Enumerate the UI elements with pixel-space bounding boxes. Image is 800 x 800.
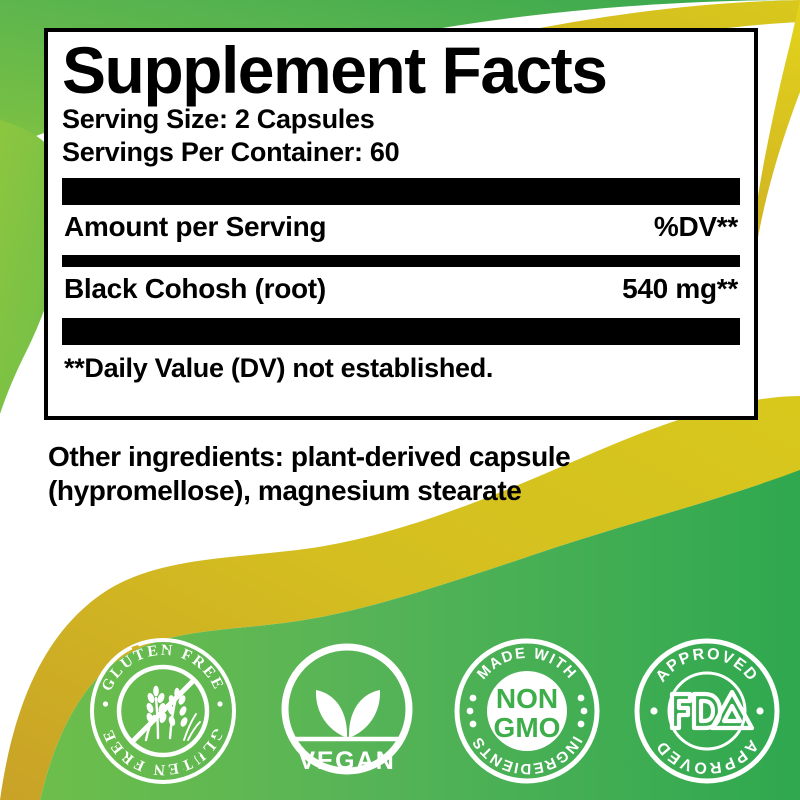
daily-value-footnote: **Daily Value (DV) not established. <box>64 352 494 383</box>
badge-non-gmo: NON GMO MADE WITH INGREDIENTS <box>452 636 602 786</box>
non-gmo-center-line-1: NON <box>496 683 558 714</box>
other-ingredients-text: Other ingredients: plant-derived capsule… <box>48 440 688 508</box>
gluten-free-stamp-icon: GLUTEN FREE GLUTEN FREE <box>90 638 236 784</box>
svg-text:GLUTEN FREE: GLUTEN FREE <box>99 725 227 778</box>
serving-size-text: Serving Size: 2 Capsules <box>62 103 375 134</box>
badge-vegan: VEGAN <box>272 636 422 786</box>
page-title: Supplement Facts <box>62 33 608 107</box>
daily-value-label: %DV** <box>653 210 738 242</box>
other-ingredients-line-1: Other ingredients: plant-derived capsule <box>48 441 571 472</box>
badge-gluten-free: GLUTEN FREE GLUTEN FREE <box>88 636 238 786</box>
non-gmo-center-line-2: GMO <box>494 712 561 743</box>
rule-thick-top <box>62 177 740 205</box>
gluten-free-arc-bottom: GLUTEN FREE <box>99 725 224 778</box>
ingredient-amount: 540 mg** <box>622 272 738 304</box>
badge-fda-approved: APPROVED APPROVED <box>632 636 782 786</box>
certification-badges: GLUTEN FREE GLUTEN FREE <box>0 636 800 796</box>
top-gold-swoosh <box>0 0 800 236</box>
servings-per-container-text: Servings Per Container: 60 <box>62 136 400 167</box>
non-gmo-icon: NON GMO MADE WITH INGREDIENTS <box>454 638 600 784</box>
vegan-leaf-icon: VEGAN <box>281 643 413 775</box>
bottom-gold-wave <box>0 396 800 800</box>
bottom-green-wave <box>40 470 800 800</box>
rule-thin <box>62 254 740 267</box>
ingredient-name: Black Cohosh (root) <box>64 272 326 304</box>
table-row: Black Cohosh (root) 540 mg** <box>62 267 740 309</box>
fda-approved-icon: APPROVED APPROVED <box>634 638 780 784</box>
vegan-label: VEGAN <box>299 747 396 775</box>
supplement-facts-panel: Supplement Facts Serving Size: 2 Capsule… <box>44 28 758 420</box>
rule-thick-bottom <box>62 317 740 345</box>
other-ingredients-line-2: (hypromellose), magnesium stearate <box>48 475 522 507</box>
amount-per-serving-row: Amount per Serving %DV** <box>62 205 740 247</box>
amount-per-serving-label: Amount per Serving <box>64 210 327 242</box>
